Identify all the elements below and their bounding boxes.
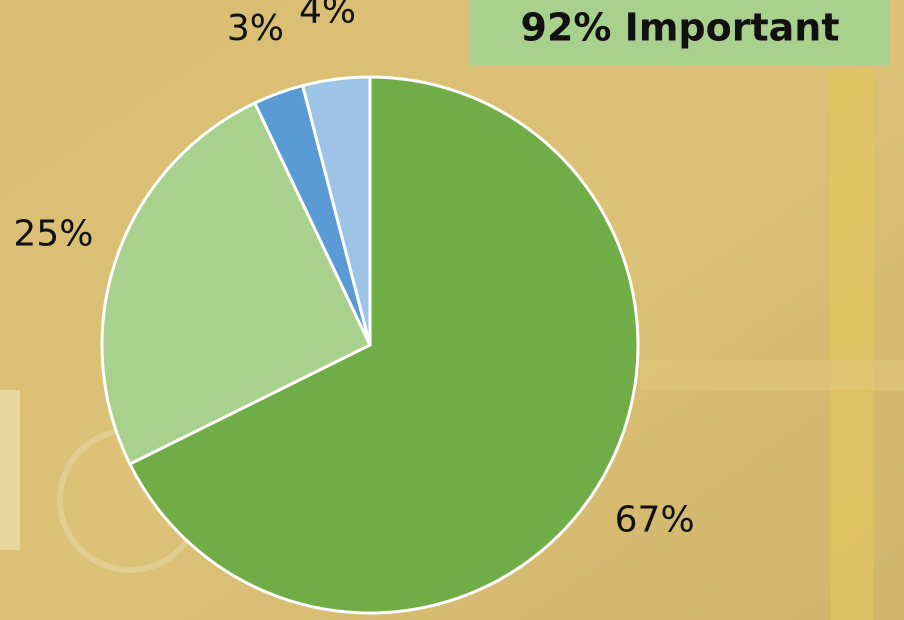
data-label: 25% bbox=[13, 213, 93, 254]
annotation: 92% Important bbox=[521, 6, 840, 50]
data-label: 67% bbox=[615, 500, 695, 541]
data-label: 4% bbox=[299, 0, 356, 32]
background-rail bbox=[640, 360, 904, 390]
page: 92% Important 67% 25% 3% 4% bbox=[0, 0, 904, 620]
background-sign bbox=[0, 390, 20, 550]
data-label: 3% bbox=[227, 8, 284, 49]
pie bbox=[102, 77, 638, 613]
chart: 92% Important 67% 25% 3% 4% bbox=[0, 0, 904, 620]
background-post bbox=[830, 70, 874, 620]
